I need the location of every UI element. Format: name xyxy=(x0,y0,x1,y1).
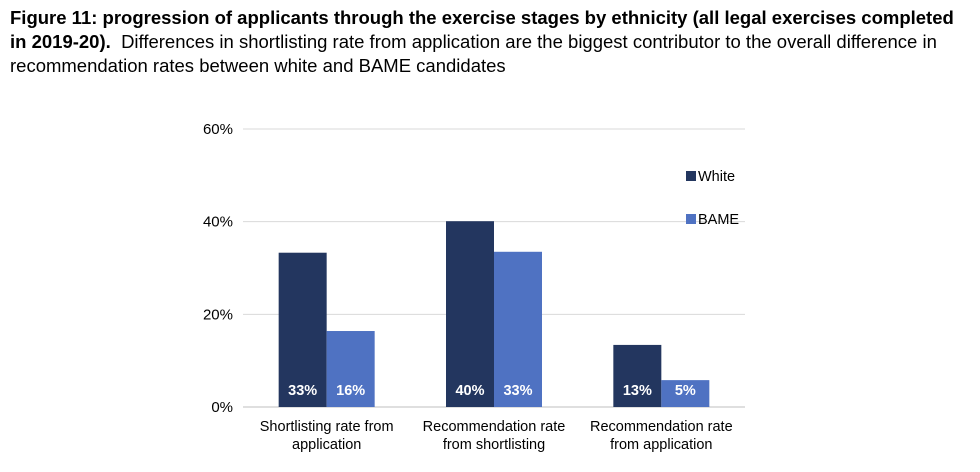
legend-label: BAME xyxy=(698,212,739,228)
category-label: from shortlisting xyxy=(443,437,545,453)
bar-bame xyxy=(661,380,710,407)
data-label: 13% xyxy=(623,383,652,399)
bar-bame xyxy=(326,331,375,407)
bar-white xyxy=(278,252,327,407)
caption-text: Differences in shortlisting rate from ap… xyxy=(10,31,937,76)
figure-caption: Figure 11: progression of applicants thr… xyxy=(10,6,970,78)
category-label: application xyxy=(292,437,361,453)
data-label: 33% xyxy=(288,383,317,399)
data-label: 40% xyxy=(455,383,484,399)
legend-swatch-bame xyxy=(686,214,696,224)
category-label: Shortlisting rate from xyxy=(260,419,394,435)
y-tick-label: 20% xyxy=(203,306,233,323)
legend-label: White xyxy=(698,169,735,185)
y-tick-label: 40% xyxy=(203,214,233,231)
caption-bold: Figure 11: progression of applicants thr… xyxy=(10,7,954,52)
data-label: 33% xyxy=(503,383,532,399)
category-label: Recommendation rate xyxy=(590,419,733,435)
bar-bame xyxy=(494,251,542,407)
category-label: Recommendation rate xyxy=(423,419,566,435)
legend-swatch-white xyxy=(686,171,696,181)
y-tick-label: 0% xyxy=(211,399,233,416)
data-label: 5% xyxy=(675,383,696,399)
category-label: from application xyxy=(610,437,712,453)
bar-white xyxy=(613,344,662,407)
bar-white xyxy=(446,221,494,407)
y-tick-label: 60% xyxy=(203,121,233,138)
data-label: 16% xyxy=(336,383,365,399)
